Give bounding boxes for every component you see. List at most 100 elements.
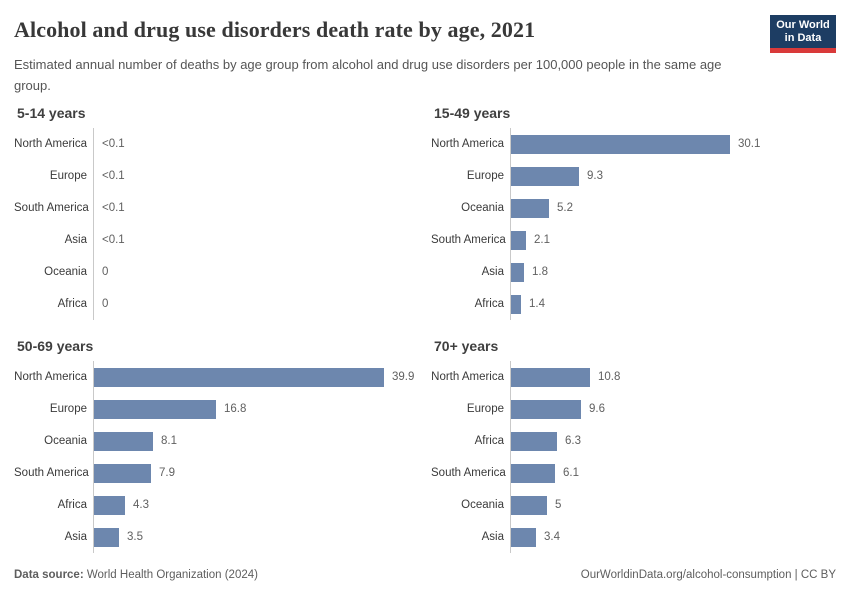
bar-row: Africa 4.3 — [14, 489, 419, 521]
value-label: 6.3 — [565, 435, 581, 447]
category-label: Africa — [474, 435, 504, 447]
bar-cell: 0 — [93, 256, 419, 288]
bar-row: Africa 6.3 — [431, 425, 836, 457]
value-label: 0 — [102, 298, 109, 310]
bar[interactable] — [94, 367, 384, 387]
bar[interactable] — [511, 294, 521, 314]
attribution-link[interactable]: OurWorldinData.org/alcohol-consumption |… — [580, 569, 836, 581]
value-label: <0.1 — [102, 170, 125, 182]
panel-5-14-years: 5-14 years North America <0.1 Europe <0.1 Sou… — [14, 105, 419, 320]
category-label: North America — [14, 138, 87, 150]
category-label: South America — [431, 467, 506, 479]
bar-row: Europe 9.3 — [431, 160, 836, 192]
category-label: Asia — [64, 531, 87, 543]
bar-row: North America 39.9 — [14, 361, 419, 393]
bar[interactable] — [511, 399, 581, 419]
bar-cell: 16.8 — [93, 393, 419, 425]
bar-cell: 9.6 — [510, 393, 836, 425]
owid-logo-line1: Our World — [776, 19, 830, 31]
bar-cell: <0.1 — [93, 160, 419, 192]
panel-title: 15-49 years — [434, 105, 511, 121]
bar-row: Europe 9.6 — [431, 393, 836, 425]
panel-title: 5-14 years — [17, 105, 86, 121]
category-label: Oceania — [461, 499, 504, 511]
category-label: Oceania — [44, 435, 87, 447]
bar[interactable] — [511, 198, 549, 218]
value-label: 4.3 — [133, 499, 149, 511]
category-label: Asia — [481, 531, 504, 543]
value-label: 8.1 — [161, 435, 177, 447]
value-label: <0.1 — [102, 234, 125, 246]
bar-cell: 3.5 — [93, 521, 419, 553]
category-label: Oceania — [461, 202, 504, 214]
panel-15-49-years: 15-49 years North America 30.1 Europe 9.3 Oce… — [431, 105, 836, 320]
panels-grid: 5-14 years North America <0.1 Europe <0.1 Sou… — [14, 105, 836, 553]
bar-cell: 4.3 — [93, 489, 419, 521]
bar[interactable] — [511, 134, 730, 154]
bar[interactable] — [94, 399, 216, 419]
value-label: 3.4 — [544, 531, 560, 543]
panel-rows: North America 10.8 Europe 9.6 Africa 6.3 South… — [431, 361, 836, 553]
value-label: <0.1 — [102, 138, 125, 150]
bar[interactable] — [94, 463, 151, 483]
category-label: South America — [431, 234, 506, 246]
bar[interactable] — [511, 262, 524, 282]
bar[interactable] — [94, 495, 125, 515]
bar-row: Africa 1.4 — [431, 288, 836, 320]
bar-cell: <0.1 — [93, 192, 419, 224]
value-label: 5.2 — [557, 202, 573, 214]
category-label: Europe — [49, 170, 87, 182]
bar-cell: <0.1 — [93, 128, 419, 160]
chart-footer: Data source: World Health Organization (… — [14, 569, 836, 581]
value-label: 7.9 — [159, 467, 175, 479]
data-source-label: Data source: — [14, 569, 84, 581]
category-label: Africa — [57, 499, 87, 511]
bar[interactable] — [94, 527, 119, 547]
panel-50-69-years: 50-69 years North America 39.9 Europe 16.8 Oc… — [14, 338, 419, 553]
owid-logo[interactable]: Our World in Data — [770, 15, 836, 53]
bar[interactable] — [94, 431, 153, 451]
bar-cell: 7.9 — [93, 457, 419, 489]
panel-title: 50-69 years — [17, 338, 94, 354]
category-label: South America — [14, 467, 89, 479]
bar-row: Oceania 5 — [431, 489, 836, 521]
value-label: 3.5 — [127, 531, 143, 543]
value-label: 1.4 — [529, 298, 545, 310]
panel-rows: North America <0.1 Europe <0.1 South America… — [14, 128, 419, 320]
bar[interactable] — [511, 527, 536, 547]
bar[interactable] — [511, 367, 590, 387]
bar[interactable] — [511, 166, 579, 186]
bar-cell: 3.4 — [510, 521, 836, 553]
value-label: 2.1 — [534, 234, 550, 246]
bar[interactable] — [511, 431, 557, 451]
bar[interactable] — [511, 495, 547, 515]
panel-rows: North America 30.1 Europe 9.3 Oceania 5.2 Sout… — [431, 128, 836, 320]
category-label: Oceania — [44, 266, 87, 278]
value-label: 5 — [555, 499, 562, 511]
chart-title: Alcohol and drug use disorders death rat… — [14, 17, 536, 42]
category-label: North America — [431, 371, 504, 383]
bar-cell: 1.4 — [510, 288, 836, 320]
bar-row: South America 2.1 — [431, 224, 836, 256]
bar-row: Asia 3.4 — [431, 521, 836, 553]
bar-cell: 5.2 — [510, 192, 836, 224]
bar[interactable] — [511, 230, 526, 250]
bar-cell: 6.3 — [510, 425, 836, 457]
category-label: Asia — [64, 234, 87, 246]
bar-row: North America 10.8 — [431, 361, 836, 393]
bar-row: South America 7.9 — [14, 457, 419, 489]
category-label: Europe — [466, 170, 504, 182]
value-label: 0 — [102, 266, 109, 278]
value-label: 6.1 — [563, 467, 579, 479]
chart-subtitle: Estimated annual number of deaths by age… — [14, 57, 722, 93]
bar-row: North America 30.1 — [431, 128, 836, 160]
bar-cell: 1.8 — [510, 256, 836, 288]
bar-row: Asia 3.5 — [14, 521, 419, 553]
bar-row: Europe 16.8 — [14, 393, 419, 425]
bar[interactable] — [511, 463, 555, 483]
data-source-value: World Health Organization (2024) — [83, 569, 258, 581]
bar-row: Asia <0.1 — [14, 224, 419, 256]
bar-row: Oceania 0 — [14, 256, 419, 288]
category-label: Europe — [49, 403, 87, 415]
